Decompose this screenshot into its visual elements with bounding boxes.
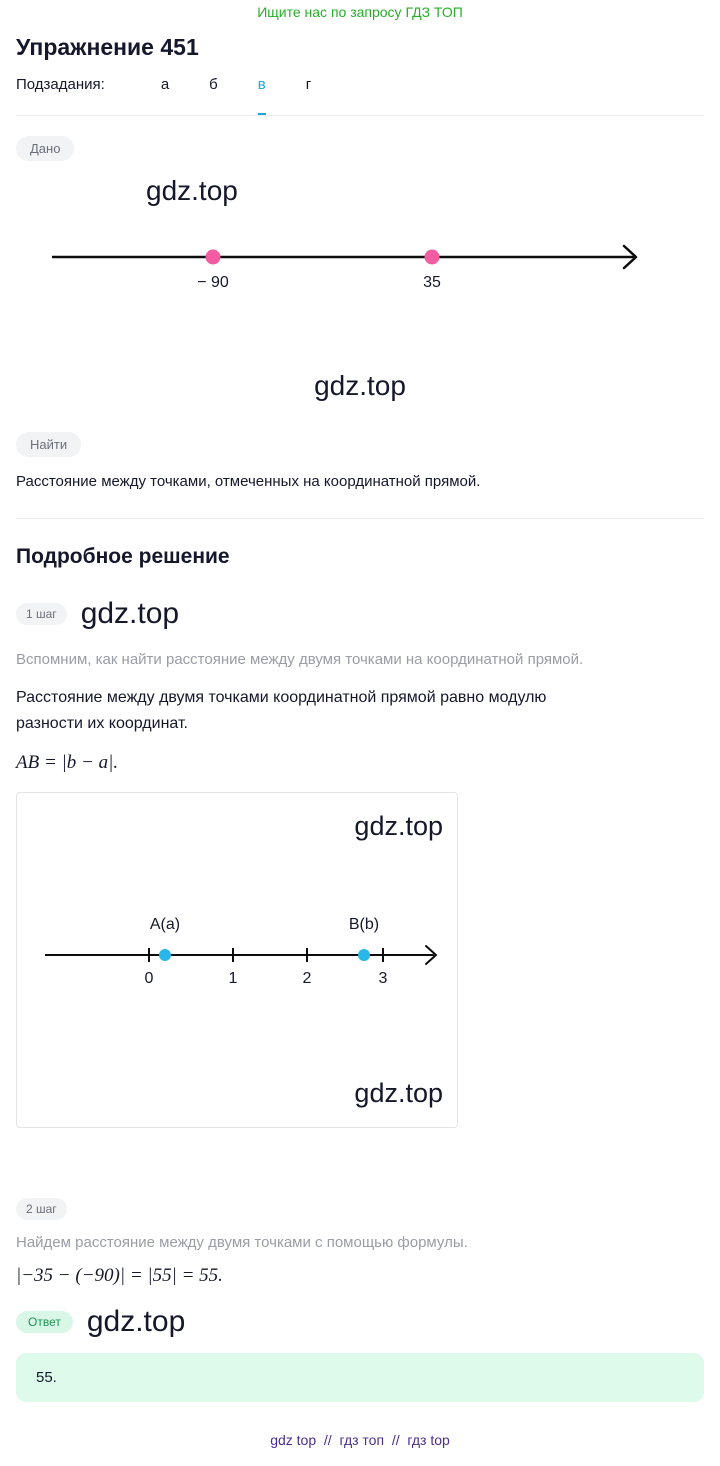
- svg-text:2: 2: [303, 970, 312, 987]
- svg-text:1: 1: [229, 970, 238, 987]
- svg-text:− 90: − 90: [197, 274, 229, 291]
- svg-text:A(a): A(a): [150, 916, 180, 933]
- svg-text:B(b): B(b): [349, 916, 379, 933]
- svg-text:0: 0: [145, 970, 154, 987]
- svg-text:35: 35: [423, 274, 441, 291]
- svg-text:3: 3: [379, 970, 388, 987]
